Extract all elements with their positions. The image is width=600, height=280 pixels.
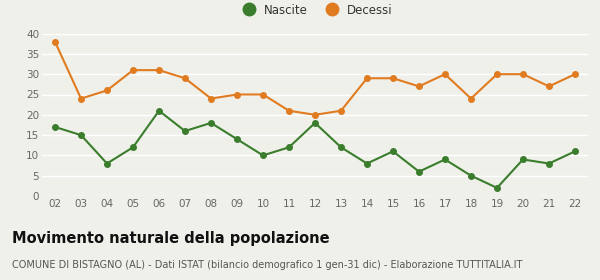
Nascite	[571, 150, 578, 153]
Decessi	[389, 76, 397, 80]
Nascite	[442, 158, 449, 161]
Decessi	[233, 93, 241, 96]
Decessi	[52, 40, 59, 43]
Decessi	[155, 69, 163, 72]
Nascite	[52, 125, 59, 129]
Nascite	[415, 170, 422, 173]
Nascite	[155, 109, 163, 113]
Nascite	[103, 162, 110, 165]
Decessi	[337, 109, 344, 113]
Text: Movimento naturale della popolazione: Movimento naturale della popolazione	[12, 231, 329, 246]
Nascite	[208, 121, 215, 125]
Decessi	[545, 85, 553, 88]
Nascite	[545, 162, 553, 165]
Line: Decessi: Decessi	[52, 39, 578, 118]
Nascite	[311, 121, 319, 125]
Decessi	[103, 89, 110, 92]
Nascite	[259, 154, 266, 157]
Nascite	[389, 150, 397, 153]
Nascite	[467, 174, 475, 178]
Decessi	[520, 73, 527, 76]
Decessi	[130, 69, 137, 72]
Nascite	[181, 129, 188, 133]
Legend: Nascite, Decessi: Nascite, Decessi	[232, 0, 398, 21]
Text: COMUNE DI BISTAGNO (AL) - Dati ISTAT (bilancio demografico 1 gen-31 dic) - Elabo: COMUNE DI BISTAGNO (AL) - Dati ISTAT (bi…	[12, 260, 523, 270]
Decessi	[364, 76, 371, 80]
Decessi	[259, 93, 266, 96]
Nascite	[286, 146, 293, 149]
Decessi	[571, 73, 578, 76]
Nascite	[77, 134, 85, 137]
Line: Nascite: Nascite	[52, 108, 578, 191]
Decessi	[181, 76, 188, 80]
Decessi	[208, 97, 215, 100]
Nascite	[233, 137, 241, 141]
Decessi	[77, 97, 85, 100]
Nascite	[493, 186, 500, 190]
Decessi	[311, 113, 319, 116]
Decessi	[493, 73, 500, 76]
Nascite	[130, 146, 137, 149]
Nascite	[337, 146, 344, 149]
Decessi	[442, 73, 449, 76]
Decessi	[467, 97, 475, 100]
Nascite	[520, 158, 527, 161]
Decessi	[415, 85, 422, 88]
Decessi	[286, 109, 293, 113]
Nascite	[364, 162, 371, 165]
